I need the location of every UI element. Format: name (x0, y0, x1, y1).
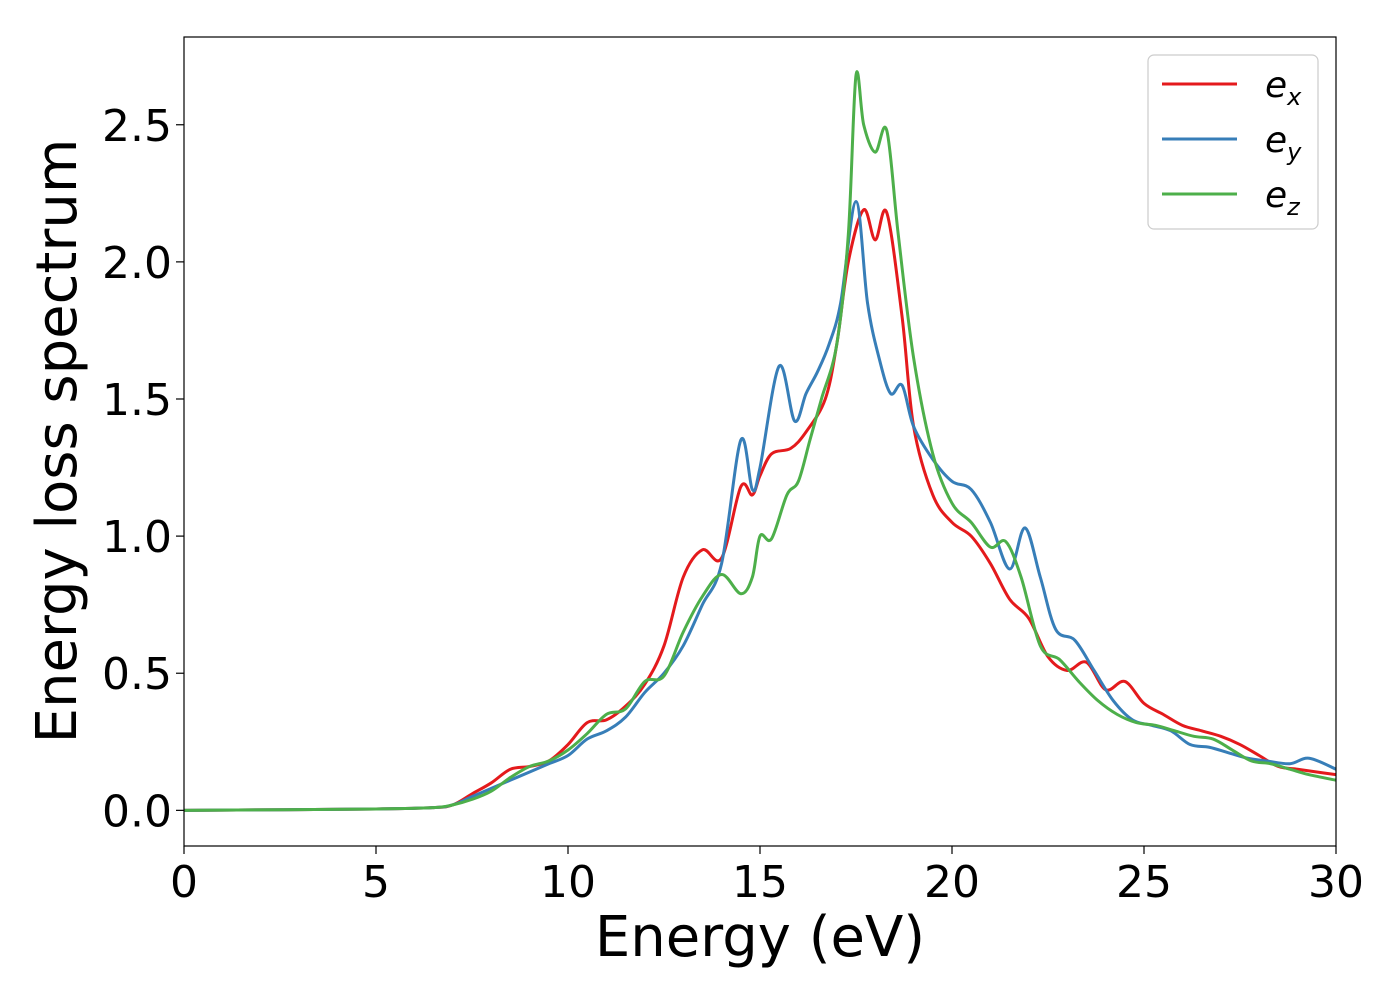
legend: ex ey ez (1147, 54, 1319, 230)
y-tick-label: 1.5 (102, 375, 172, 426)
x-tick-label: 10 (540, 857, 596, 908)
y-tick-label: 0.0 (102, 786, 172, 837)
series-layer (184, 70, 1336, 812)
y-axis-title: Energy loss spectrum (25, 139, 90, 744)
x-tick-label: 5 (362, 857, 390, 908)
y-tick-label: 2.0 (102, 238, 172, 289)
series-line-e-x (184, 208, 1336, 812)
y-tick-label: 2.5 (102, 101, 172, 152)
x-tick-label: 25 (1116, 857, 1172, 908)
legend-label-e-x: ex (1265, 65, 1302, 111)
x-tick-label: 30 (1308, 857, 1364, 908)
series-line-e-z (184, 70, 1336, 812)
x-axis-title: Energy (eV) (595, 905, 925, 970)
x-tick-label: 20 (924, 857, 980, 908)
x-tick-label: 15 (732, 857, 788, 908)
legend-label-e-y: ey (1265, 120, 1302, 166)
y-axis-ticks: 0.0 0.5 1.0 1.5 2.0 2.5 (102, 101, 184, 837)
plot-area (184, 70, 1336, 812)
x-axis-ticks: 0 5 10 15 20 25 30 (170, 846, 1364, 908)
x-tick-label: 0 (170, 857, 198, 908)
y-tick-label: 0.5 (102, 649, 172, 700)
legend-box (1147, 54, 1319, 230)
y-tick-label: 1.0 (102, 512, 172, 563)
legend-label-e-z: ez (1265, 175, 1301, 221)
